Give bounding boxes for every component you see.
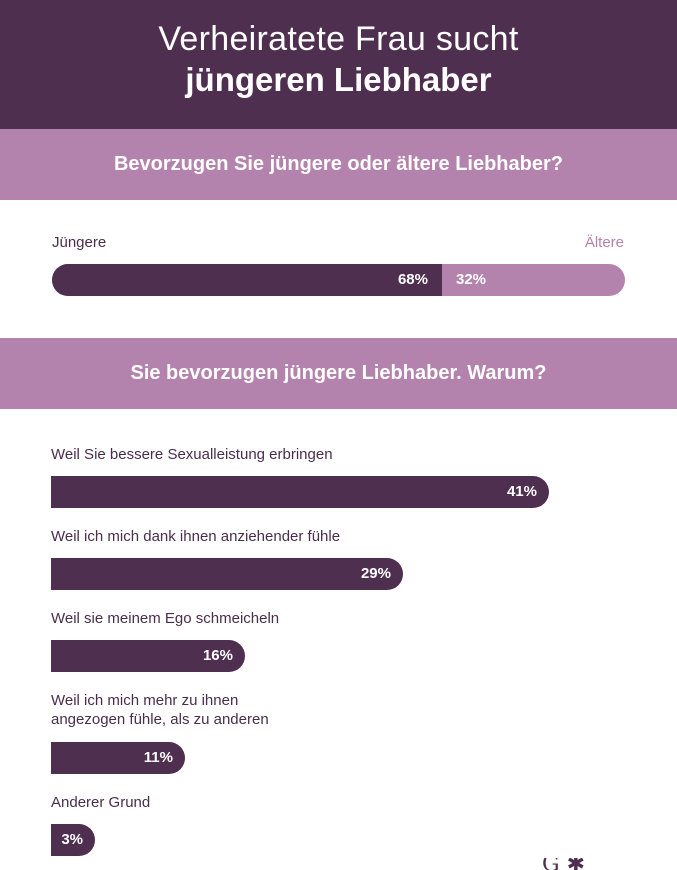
bar-younger: 68% <box>52 264 442 296</box>
reason-item: Weil sie meinem Ego schmeicheln 16% <box>51 609 651 672</box>
reason-label: Anderer Grund <box>51 793 651 812</box>
category-label-older: Ältere <box>584 234 624 251</box>
page-title-line2: jüngeren Liebhaber <box>185 61 492 98</box>
reason-label-line: Anderer Grund <box>51 794 151 811</box>
reason-value-label: 11% <box>143 749 173 766</box>
reason-label-line: Weil sie meinem Ego schmeicheln <box>51 610 280 627</box>
reason-item: Weil ich mich dank ihnen anziehender füh… <box>51 527 651 590</box>
reason-label: Weil sie meinem Ego schmeicheln <box>51 609 651 628</box>
reason-item: Weil ich mich mehr zu ihnen angezogen füh… <box>51 691 651 774</box>
reason-item: Weil Sie bessere Sexualleistung erbringe… <box>51 445 651 508</box>
reason-bar: 11% <box>51 742 185 774</box>
reason-label-line: angezogen fühle, als zu anderen <box>51 711 269 728</box>
question-2-title: Sie bevorzugen jüngere Liebhaber. Warum? <box>0 338 677 409</box>
reason-value-label: 41% <box>506 483 537 500</box>
reason-bar: 29% <box>51 558 403 590</box>
reason-label-line: Weil Sie bessere Sexualleistung erbringe… <box>51 446 333 463</box>
question-1-title: Bevorzugen Sie jüngere oder ältere Liebh… <box>0 129 677 200</box>
reason-bar: 16% <box>51 640 245 672</box>
reason-value-label: 3% <box>61 831 83 848</box>
category-label-younger: Jüngere <box>52 234 107 251</box>
reason-label-line: Weil ich mich mehr zu ihnen <box>51 692 239 709</box>
data-label-older: 32% <box>456 271 487 288</box>
reason-item: Anderer Grund 3% <box>51 793 651 856</box>
header: Verheiratete Frau sucht jüngeren Liebhab… <box>0 0 677 129</box>
reason-label: Weil ich mich mehr zu ihnen angezogen füh… <box>51 691 651 729</box>
reason-label: Weil ich mich dank ihnen anziehender füh… <box>51 527 651 546</box>
reason-label: Weil Sie bessere Sexualleistung erbringe… <box>51 445 651 464</box>
reason-label-line: Weil ich mich dank ihnen anziehender füh… <box>51 528 341 545</box>
preference-split-bar: 68% 32% <box>52 264 625 296</box>
reason-bar: 41% <box>51 476 549 508</box>
data-label-younger: 68% <box>397 271 428 288</box>
reason-value-label: 16% <box>202 647 233 664</box>
reason-value-label: 29% <box>360 565 391 582</box>
reason-bar: 3% <box>51 824 95 856</box>
page-title-line1: Verheiratete Frau sucht <box>158 20 519 58</box>
logo-fragment: G ✱ <box>542 858 585 870</box>
